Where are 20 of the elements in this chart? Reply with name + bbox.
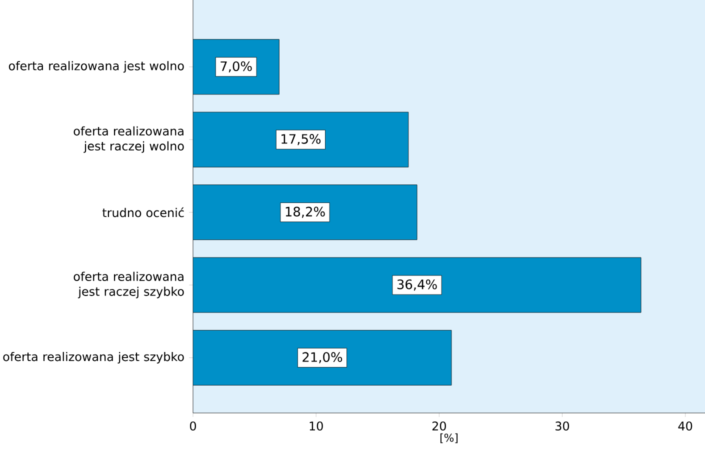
x-tick-label: 10 — [310, 422, 323, 431]
data-label: 7,0% — [220, 61, 252, 72]
y-tick-label: trudno ocenić — [102, 207, 184, 218]
data-label: 18,2% — [286, 206, 325, 218]
data-label: 21,0% — [302, 352, 342, 364]
bar — [193, 257, 642, 313]
x-axis-title: [%] — [440, 433, 458, 444]
y-tick-label: oferta realizowana jest wolno — [8, 61, 184, 73]
y-tick-label: oferta realizowana jest szybko — [3, 352, 184, 364]
bar — [193, 112, 409, 168]
x-tick-label: 40 — [678, 422, 692, 431]
bar — [193, 330, 452, 386]
bar — [193, 184, 418, 240]
data-label: 36,4% — [397, 279, 437, 291]
x-tick-label: 20 — [432, 422, 446, 431]
y-tick-label: oferta realizowana jest raczej wolno — [74, 126, 184, 153]
data-label: 17,5% — [282, 134, 321, 146]
x-tick-label: 0 — [190, 422, 196, 431]
x-tick-label: 30 — [556, 422, 570, 431]
y-tick-label: oferta realizowana jest raczej szybko — [74, 272, 184, 298]
